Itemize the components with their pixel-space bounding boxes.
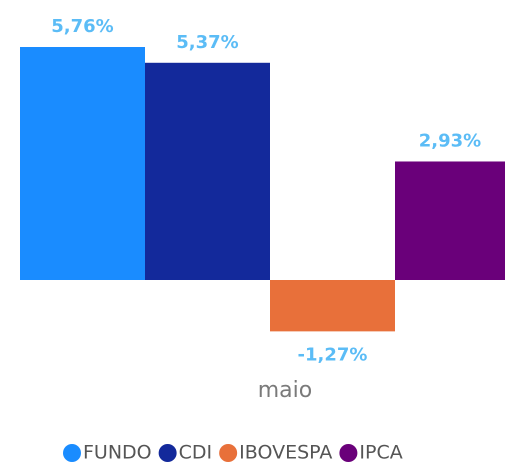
bar [395,161,505,280]
legend-marker [63,444,81,462]
bar [270,280,395,332]
legend-marker [339,444,358,462]
legend-marker [219,444,238,462]
legend-label: CDI [179,442,213,464]
value-label: 2,93% [419,130,481,151]
value-label: 5,76% [51,16,113,37]
bar [20,47,145,281]
legend-label: FUNDO [83,442,152,464]
value-label: 5,37% [176,32,238,53]
legend-marker [158,444,177,462]
x-tick-label: maio [258,378,312,403]
bar [145,62,270,280]
value-label: -1,27% [298,344,368,365]
legend-label: IBOVESPA [239,442,332,464]
legend-label: IPCA [359,442,402,464]
